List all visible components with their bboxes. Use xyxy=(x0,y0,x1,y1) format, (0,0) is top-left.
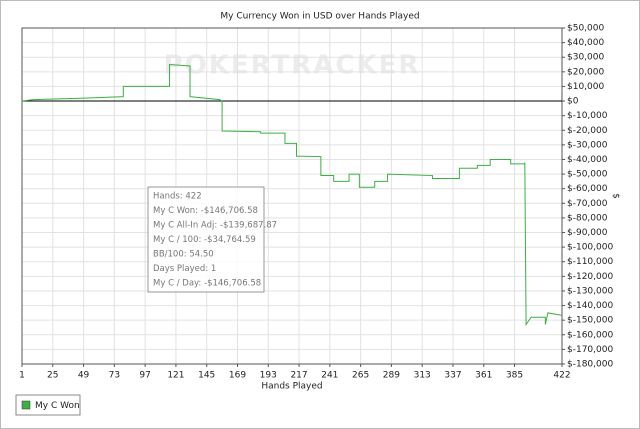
info-line: Days Played: 1 xyxy=(153,264,216,274)
y-tick-label: $30,000 xyxy=(567,53,604,63)
info-line: My C / 100: -$34,764.59 xyxy=(153,235,256,245)
x-tick-label: 241 xyxy=(321,371,338,381)
info-line: BB/100: 54.50 xyxy=(153,250,214,260)
watermark: POKERTRACKER xyxy=(164,51,421,81)
x-tick-label: 385 xyxy=(506,371,523,381)
x-axis-label: Hands Played xyxy=(261,382,322,392)
y-tick-label: $-130,000 xyxy=(567,286,613,296)
x-tick-label: 121 xyxy=(167,371,184,381)
x-tick-label: 361 xyxy=(475,371,492,381)
x-tick-label: 217 xyxy=(290,371,307,381)
x-tick-label: 422 xyxy=(553,371,570,381)
chart-title: My Currency Won in USD over Hands Played xyxy=(220,12,419,22)
y-tick-label: $-60,000 xyxy=(567,184,608,194)
x-tick-label: 313 xyxy=(414,371,431,381)
legend-swatch xyxy=(21,400,31,410)
x-tick-label: 289 xyxy=(383,371,400,381)
info-line: My C All-In Adj: -$139,687.87 xyxy=(153,221,277,231)
y-tick-label: $-40,000 xyxy=(567,155,608,165)
y-tick-label: $-120,000 xyxy=(567,272,613,282)
x-tick-label: 265 xyxy=(352,371,369,381)
x-tick-label: 49 xyxy=(78,371,90,381)
y-tick-label: $-180,000 xyxy=(567,360,613,370)
info-box-frame xyxy=(147,186,265,293)
y-tick-label: $-70,000 xyxy=(567,199,608,209)
x-tick-label: 73 xyxy=(109,371,120,381)
plot-area xyxy=(21,27,563,365)
y-tick-label: $-100,000 xyxy=(567,243,613,253)
info-line: Hands: 422 xyxy=(153,192,202,202)
y-tick-label: $-10,000 xyxy=(567,111,608,121)
y-tick-label: $-150,000 xyxy=(567,316,613,326)
y-tick-label: $20,000 xyxy=(567,67,604,77)
x-tick-label: 1 xyxy=(19,371,25,381)
x-tick-label: 145 xyxy=(198,371,215,381)
info-line: My C / Day: -$146,706.58 xyxy=(153,279,261,289)
y-tick-label: $-160,000 xyxy=(567,330,613,340)
y-tick-label: $10,000 xyxy=(567,82,604,92)
y-axis-label: $ xyxy=(611,193,621,199)
y-tick-label: $-140,000 xyxy=(567,301,613,311)
info-line: My C Won: -$146,706.58 xyxy=(153,206,258,216)
y-tick-label: $-80,000 xyxy=(567,213,608,223)
x-tick-label: 97 xyxy=(139,371,150,381)
y-tick-label: $0 xyxy=(567,97,579,107)
y-tick-label: $-50,000 xyxy=(567,170,608,180)
info-box: Hands: 422 My C Won: -$146,706.58 My C All… xyxy=(147,186,277,293)
y-tick-label: $50,000 xyxy=(567,24,604,34)
y-tick-label: $-110,000 xyxy=(567,257,613,267)
legend: My C Won xyxy=(15,394,81,416)
y-tick-label: $-90,000 xyxy=(567,228,608,238)
y-tick-label: $-170,000 xyxy=(567,345,613,355)
x-tick-label: 337 xyxy=(444,371,461,381)
x-tick-label: 169 xyxy=(229,371,246,381)
series-line xyxy=(21,63,563,327)
y-tick-label: $40,000 xyxy=(567,38,604,48)
y-tick-label: $-20,000 xyxy=(567,126,608,136)
legend-label: My C Won xyxy=(35,401,80,411)
x-tick-label: 193 xyxy=(260,371,277,381)
y-tick-label: $-30,000 xyxy=(567,140,608,150)
x-tick-label: 25 xyxy=(47,371,58,381)
legend-frame xyxy=(15,394,81,416)
